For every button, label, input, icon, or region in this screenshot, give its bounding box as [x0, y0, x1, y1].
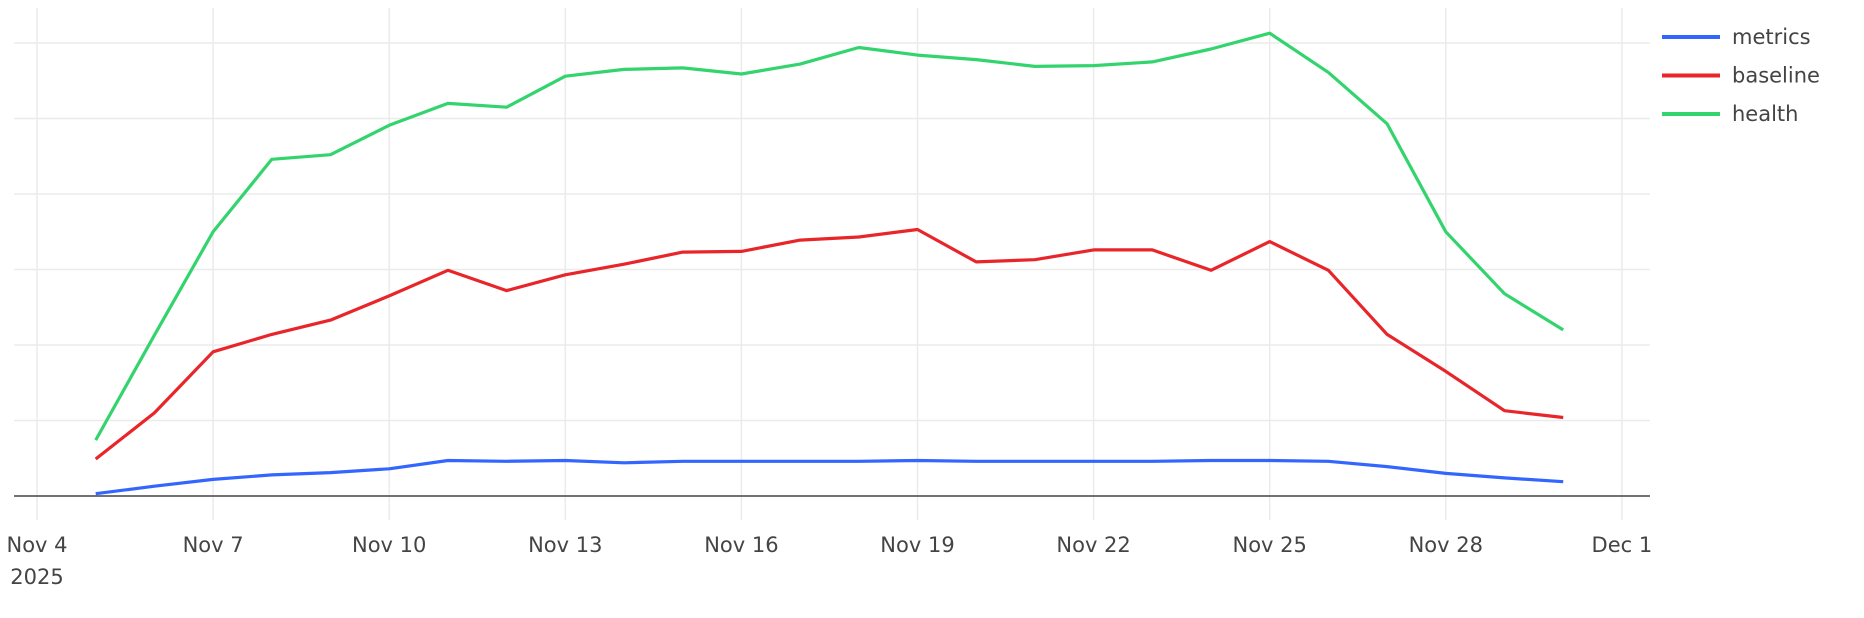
series-lines: [96, 33, 1564, 494]
x-tick-label: Nov 16: [704, 533, 778, 557]
legend-label-baseline: baseline: [1732, 64, 1820, 88]
series-line-metrics: [96, 461, 1564, 494]
legend-label-metrics: metrics: [1732, 25, 1811, 49]
gridlines: [14, 8, 1650, 520]
x-tick-label: Nov 7: [183, 533, 244, 557]
x-tick-label: Nov 4: [6, 533, 67, 557]
series-line-health: [96, 33, 1564, 440]
x-tick-label: Nov 28: [1409, 533, 1483, 557]
x-tick-label: Nov 22: [1056, 533, 1130, 557]
legend-label-health: health: [1732, 102, 1798, 126]
x-tick-label: Nov 10: [352, 533, 426, 557]
x-tick-sublabel: 2025: [10, 565, 63, 589]
x-tick-label: Nov 19: [880, 533, 954, 557]
x-tick-label: Nov 13: [528, 533, 602, 557]
legend: metrics baseline health: [1662, 25, 1820, 126]
x-tick-label: Dec 1: [1592, 533, 1653, 557]
x-tick-label: Nov 25: [1233, 533, 1307, 557]
x-axis-ticks: Nov 4 2025 Nov 7 Nov 10 Nov 13 Nov 16 Nov 19 No…: [6, 533, 1652, 589]
